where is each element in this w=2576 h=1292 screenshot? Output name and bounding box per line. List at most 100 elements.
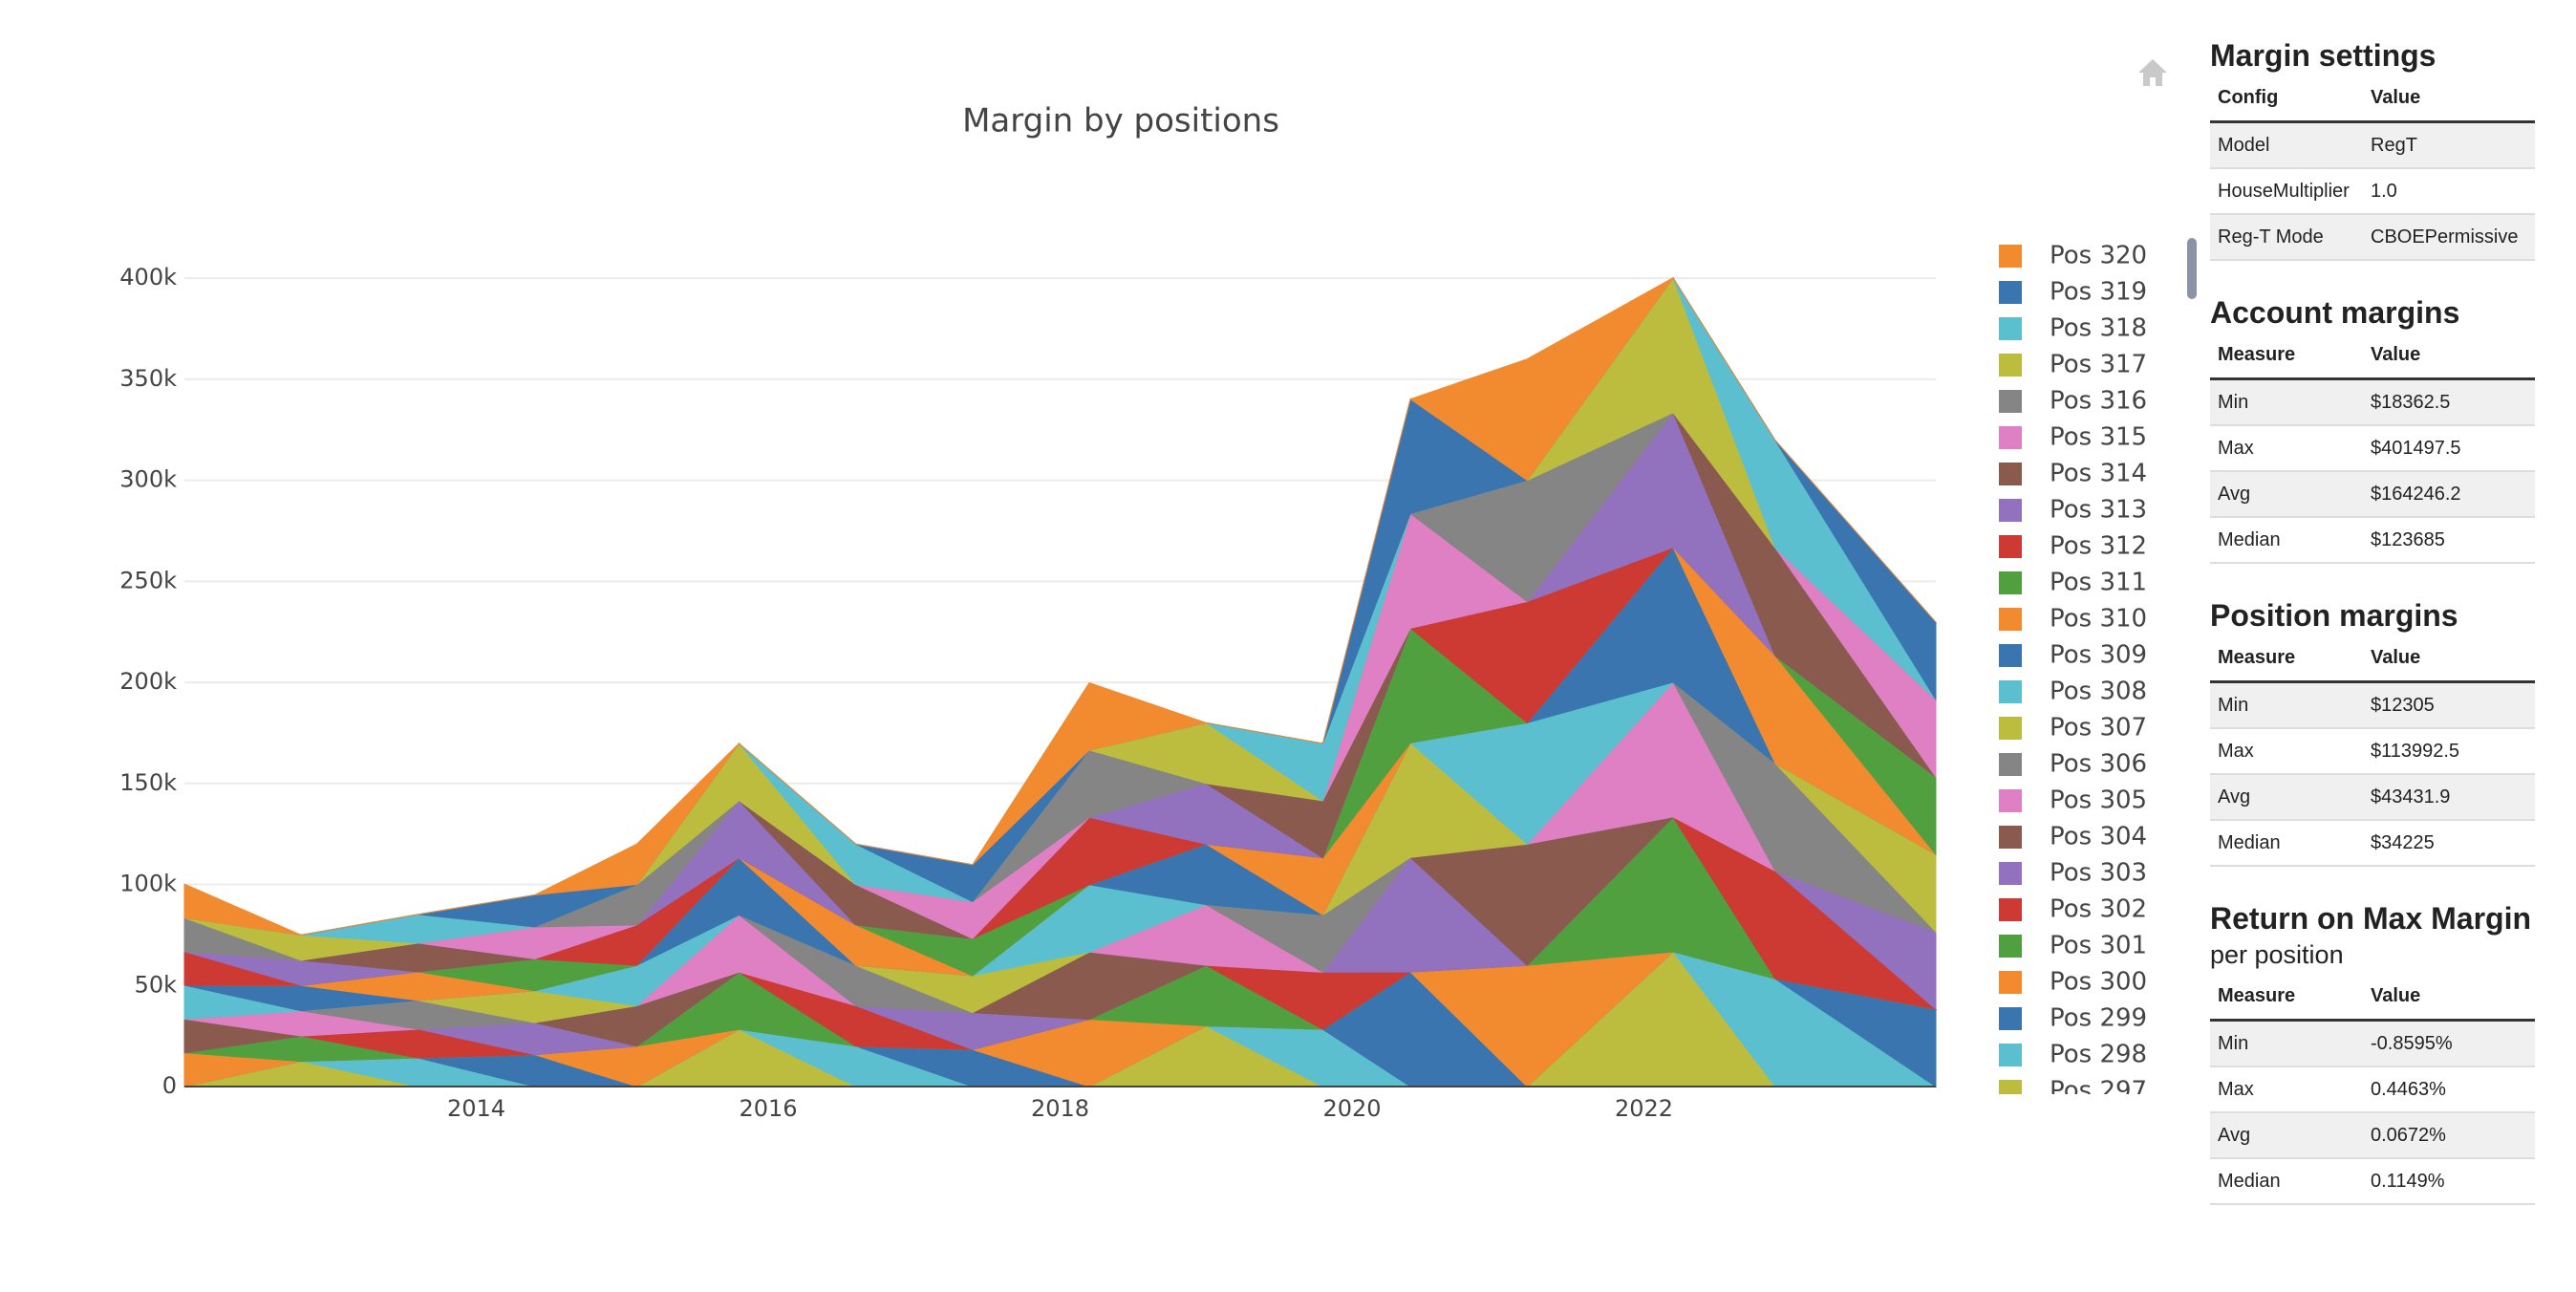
- legend-swatch: [1999, 1080, 2022, 1094]
- cell: CBOEPermissive: [2363, 214, 2535, 261]
- header-row: Measure Value: [2210, 639, 2535, 683]
- column-header: Value: [2363, 336, 2535, 380]
- table: Measure Value Min -0.8595% Max 0.4463% Avg 0.06…: [2210, 978, 2535, 1205]
- y-tick-label: 200k: [119, 668, 177, 695]
- cell: Model: [2210, 121, 2363, 169]
- column-header: Config: [2210, 79, 2363, 123]
- cell: Median: [2210, 1158, 2363, 1205]
- cell: $34225: [2363, 820, 2535, 867]
- y-tick-label: 50k: [135, 971, 178, 998]
- legend-swatch: [1999, 281, 2022, 304]
- legend-swatch: [1999, 390, 2022, 413]
- legend-scrollbar[interactable]: [2185, 236, 2199, 303]
- legend-swatch: [1999, 608, 2022, 631]
- legend-swatch: [1999, 680, 2022, 703]
- section-title: Return on Max Margin: [2210, 901, 2532, 936]
- table-row: Median $123685: [2210, 517, 2535, 564]
- y-tick-label: 300k: [119, 466, 177, 493]
- legend-label: Pos 297: [2050, 1077, 2147, 1106]
- legend-label: Pos 316: [2050, 387, 2147, 416]
- section-subtitle: per position: [2210, 940, 2344, 969]
- cell: HouseMultiplier: [2210, 168, 2363, 215]
- legend-label: Pos 307: [2050, 714, 2147, 743]
- legend-swatch: [1999, 354, 2022, 377]
- table-row: Avg $164246.2: [2210, 471, 2535, 518]
- cell: Reg-T Mode: [2210, 214, 2363, 261]
- cell: Avg: [2210, 471, 2363, 518]
- legend-label: Pos 303: [2050, 859, 2147, 888]
- legend-swatch: [1999, 717, 2022, 740]
- x-tick-label: 2016: [739, 1095, 797, 1122]
- plot-area: [183, 276, 1938, 1087]
- x-tick-label: 2020: [1322, 1095, 1381, 1122]
- section-title: Position margins: [2210, 598, 2458, 633]
- legend-swatch: [1999, 789, 2022, 812]
- cell: $164246.2: [2363, 471, 2535, 518]
- legend-label: Pos 304: [2050, 823, 2147, 851]
- legend-label: Pos 311: [2050, 569, 2147, 597]
- cell: $401497.5: [2363, 425, 2535, 472]
- chart: Margin by positions 0 50k 100k 150k 200k 250k…: [119, 59, 2167, 1122]
- table-row: Median 0.1149%: [2210, 1158, 2535, 1205]
- section-title: Account margins: [2210, 295, 2460, 330]
- table-row: HouseMultiplier 1.0: [2210, 168, 2535, 215]
- table-row: Min $18362.5: [2210, 378, 2535, 426]
- legend-label: Pos 309: [2050, 641, 2147, 670]
- area: [183, 276, 1937, 936]
- column-header: Measure: [2210, 978, 2363, 1022]
- y-tick-label: 0: [162, 1072, 177, 1099]
- legend-swatch: [1999, 753, 2022, 776]
- cell: $113992.5: [2363, 728, 2535, 775]
- legend-label: Pos 306: [2050, 750, 2147, 779]
- table: Measure Value Min $18362.5 Max $401497.5 Avg $1…: [2210, 336, 2535, 564]
- legend-swatch: [1999, 571, 2022, 594]
- table-row: Avg $43431.9: [2210, 774, 2535, 821]
- chart-title: Margin by positions: [962, 102, 1279, 140]
- legend-label: Pos 298: [2050, 1041, 2147, 1069]
- scroll-thumb[interactable]: [2187, 238, 2197, 299]
- cell: $12305: [2363, 681, 2535, 729]
- legend-swatch: [1999, 317, 2022, 340]
- table-row: Reg-T Mode CBOEPermissive: [2210, 214, 2535, 261]
- table-row: Model RegT: [2210, 121, 2535, 169]
- y-tick-label: 400k: [119, 264, 177, 291]
- table: Config Value Model RegT HouseMultiplier 1.0 Re…: [2210, 79, 2535, 261]
- cell: Avg: [2210, 774, 2363, 821]
- legend-label: Pos 317: [2050, 351, 2147, 379]
- legend-swatch: [1999, 463, 2022, 485]
- legend-swatch: [1999, 499, 2022, 522]
- legend-swatch: [1999, 1007, 2022, 1030]
- cell: $18362.5: [2363, 378, 2535, 426]
- legend-swatch: [1999, 826, 2022, 849]
- table: Measure Value Min $12305 Max $113992.5 Avg $434…: [2210, 639, 2535, 867]
- legend-swatch: [1999, 898, 2022, 921]
- y-tick-label: 350k: [119, 365, 177, 392]
- column-header: Measure: [2210, 336, 2363, 380]
- table-row: Median $34225: [2210, 820, 2535, 867]
- legend-label: Pos 320: [2050, 242, 2147, 270]
- table-row: Max $113992.5: [2210, 728, 2535, 775]
- table-row: Min -0.8595%: [2210, 1020, 2535, 1067]
- legend-swatch: [1999, 644, 2022, 667]
- cell: -0.8595%: [2363, 1020, 2535, 1067]
- legend-swatch: [1999, 245, 2022, 268]
- home-icon[interactable]: [2138, 59, 2167, 86]
- legend-label: Pos 314: [2050, 460, 2147, 488]
- table-row: Max $401497.5: [2210, 425, 2535, 472]
- header-row: Config Value: [2210, 79, 2535, 123]
- legend-swatch: [1999, 535, 2022, 558]
- column-header: Value: [2363, 978, 2535, 1022]
- cell: Min: [2210, 681, 2363, 729]
- cell: Max: [2210, 1066, 2363, 1113]
- cell: 0.1149%: [2363, 1158, 2535, 1205]
- column-header: Value: [2363, 639, 2535, 683]
- cell: Min: [2210, 1020, 2363, 1067]
- cell: RegT: [2363, 121, 2535, 169]
- cell: Median: [2210, 517, 2363, 564]
- column-header: Value: [2363, 79, 2535, 123]
- home-button[interactable]: [2138, 59, 2167, 86]
- cell: Median: [2210, 820, 2363, 867]
- x-tick-label: 2022: [1615, 1095, 1673, 1122]
- sidebar: Margin settings Config Value Model RegT House…: [2210, 38, 2535, 1239]
